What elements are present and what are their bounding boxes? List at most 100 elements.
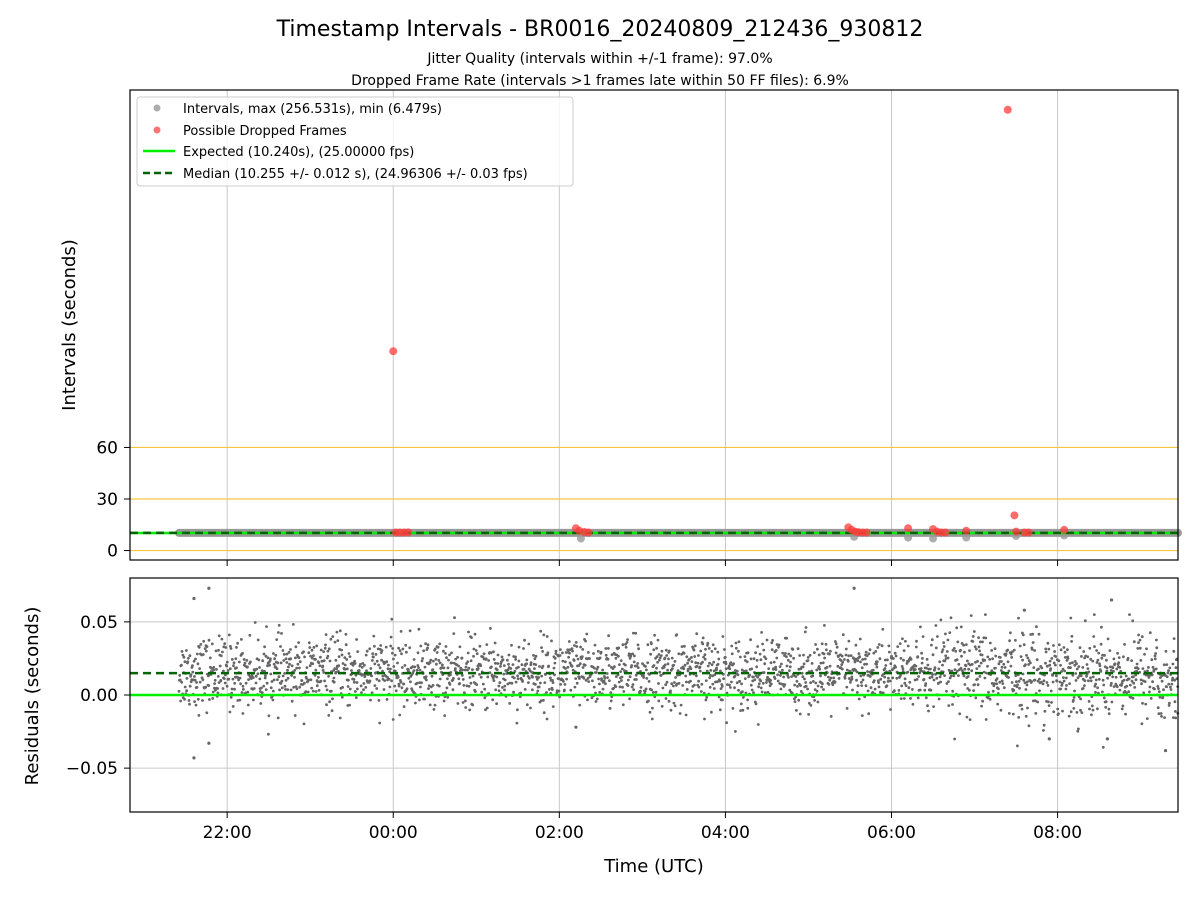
residual-point xyxy=(934,624,938,627)
residual-point xyxy=(249,660,252,664)
residual-point xyxy=(763,662,767,666)
residual-point xyxy=(701,660,704,664)
residual-point xyxy=(467,666,471,670)
residual-point xyxy=(981,699,984,703)
residual-point xyxy=(224,646,228,649)
residual-point xyxy=(592,685,596,689)
residual-point xyxy=(922,678,926,681)
residual-point xyxy=(398,649,402,653)
residual-point xyxy=(693,683,696,687)
residual-point xyxy=(578,662,582,666)
residual-point xyxy=(995,677,999,680)
residual-point xyxy=(572,659,576,662)
residual-point xyxy=(663,663,667,667)
residual-point xyxy=(298,666,301,670)
residual-point xyxy=(865,662,868,666)
residual-point xyxy=(502,664,506,667)
dropped-point-19 xyxy=(941,528,950,537)
residual-point xyxy=(711,643,715,647)
residual-point xyxy=(1090,713,1093,717)
residual-point xyxy=(1052,644,1055,647)
residual-point xyxy=(374,653,378,656)
residual-point xyxy=(568,661,572,665)
residual-point xyxy=(361,673,365,676)
residual-point xyxy=(1081,666,1085,669)
residual-point xyxy=(326,649,330,653)
residual-point xyxy=(221,687,225,690)
residual-point xyxy=(327,714,331,717)
residual-point xyxy=(196,697,200,701)
residual-point xyxy=(757,685,760,689)
residual-point xyxy=(452,677,455,680)
residual-point xyxy=(968,718,972,721)
residual-point xyxy=(655,646,658,650)
residual-point xyxy=(603,676,607,680)
residual-point xyxy=(426,643,430,647)
residual-point xyxy=(764,657,768,661)
residual-point xyxy=(359,684,363,688)
residual-point xyxy=(186,660,190,664)
residual-point xyxy=(723,655,727,659)
residual-point xyxy=(222,677,226,680)
residual-point xyxy=(286,668,289,672)
residual-point xyxy=(1037,667,1040,671)
residual-point xyxy=(679,703,683,707)
residual-point xyxy=(720,685,724,688)
residual-point xyxy=(1104,700,1108,704)
residual-point xyxy=(770,641,774,645)
residual-point xyxy=(202,639,206,643)
residual-point xyxy=(969,614,973,617)
residual-point xyxy=(1019,655,1023,658)
residual-point xyxy=(1006,648,1010,652)
residual-point xyxy=(1167,669,1170,673)
residual-point xyxy=(296,662,300,666)
residual-point xyxy=(446,666,450,670)
residual-point xyxy=(308,646,312,649)
residual-point xyxy=(1135,662,1139,666)
residual-point xyxy=(857,652,861,656)
residual-point xyxy=(705,669,709,673)
residual-point xyxy=(1043,709,1047,713)
residual-point xyxy=(534,663,538,666)
residual-point xyxy=(1140,682,1143,686)
residual-point xyxy=(654,690,658,694)
residual-point xyxy=(463,668,467,672)
residual-point xyxy=(493,674,496,678)
residual-point xyxy=(207,684,211,687)
residual-point xyxy=(361,662,365,665)
residual-point xyxy=(227,633,231,637)
residual-point xyxy=(657,699,661,703)
residual-point xyxy=(193,700,197,703)
residual-point xyxy=(813,699,816,702)
residual-point xyxy=(347,652,351,655)
residual-point xyxy=(1137,633,1140,637)
residual-point xyxy=(461,701,465,704)
residual-point xyxy=(892,657,895,660)
residual-point xyxy=(946,638,950,642)
residual-point xyxy=(216,675,220,678)
residual-point xyxy=(183,685,187,689)
residual-point xyxy=(867,712,871,716)
residual-point xyxy=(606,676,609,679)
residual-point xyxy=(405,698,409,702)
residual-point xyxy=(323,679,326,683)
residual-point xyxy=(875,665,879,669)
residual-point xyxy=(810,669,814,673)
residual-point xyxy=(774,668,778,671)
residual-point xyxy=(855,678,858,682)
dropped-point-0 xyxy=(389,347,398,356)
residual-point xyxy=(765,681,768,684)
residual-point xyxy=(266,664,269,668)
residual-point xyxy=(531,688,534,692)
residual-point xyxy=(475,652,479,656)
residual-point xyxy=(626,638,629,641)
residual-point xyxy=(1000,665,1004,669)
residual-point xyxy=(471,674,475,678)
residual-point xyxy=(298,685,302,689)
residual-point xyxy=(1136,667,1140,670)
residual-point xyxy=(1151,680,1154,684)
residual-point xyxy=(1125,684,1129,688)
residual-point xyxy=(233,687,236,691)
residual-point xyxy=(584,678,588,682)
residual-point xyxy=(835,645,839,649)
